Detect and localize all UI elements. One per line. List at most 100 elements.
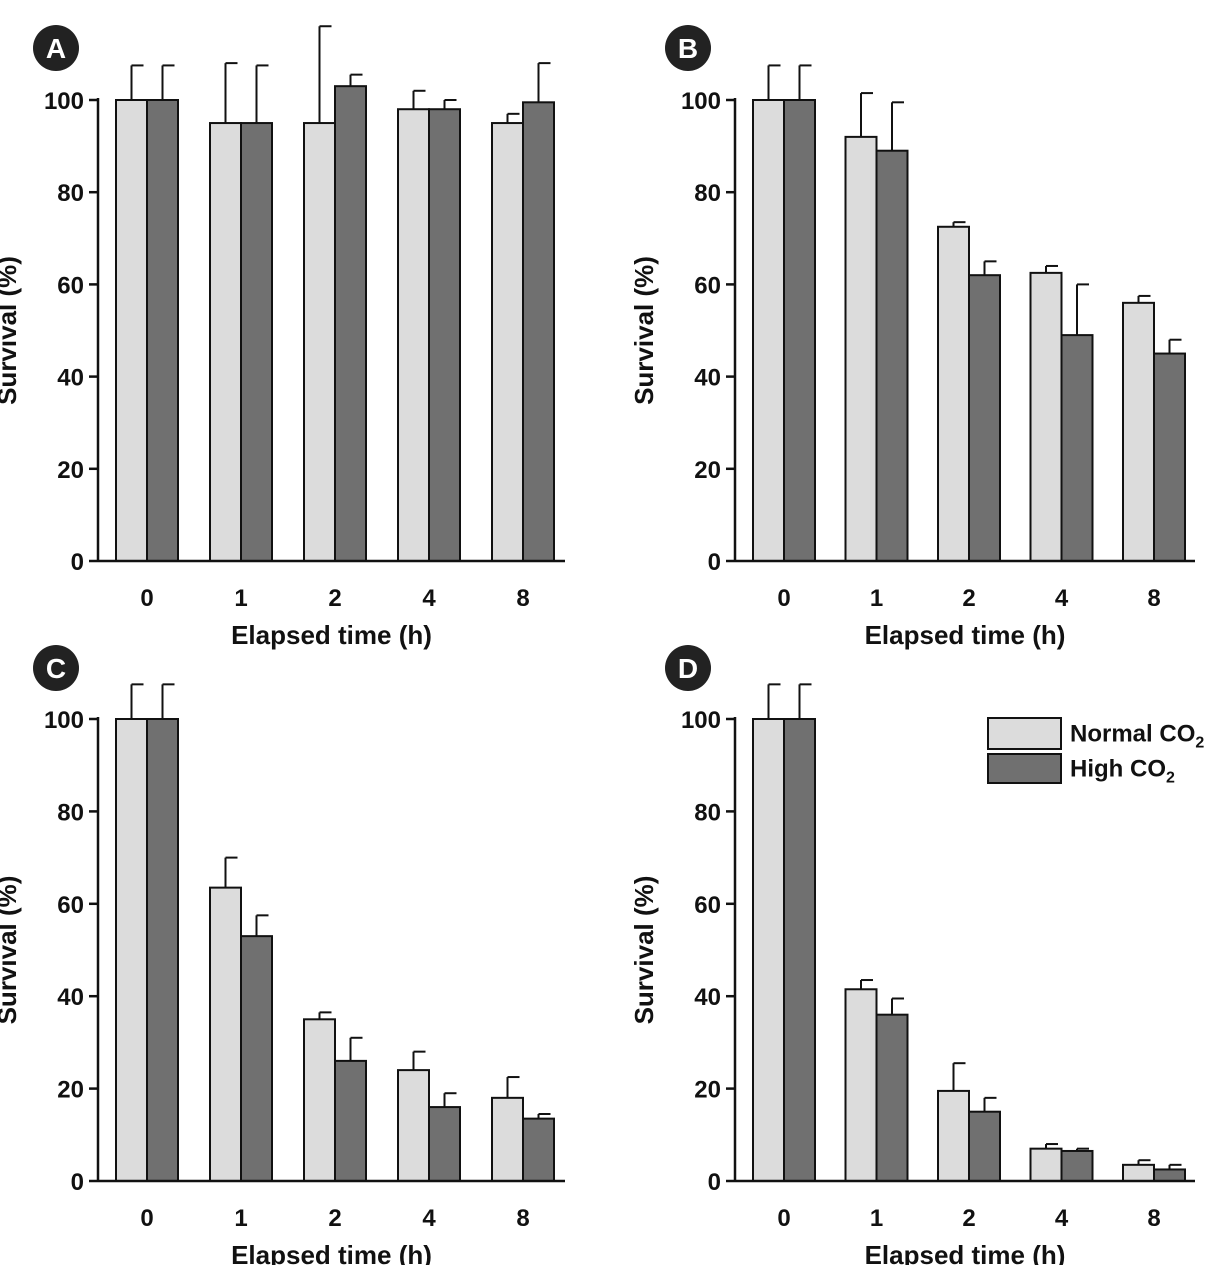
y-axis-title: Survival (%): [629, 256, 659, 405]
y-tick-label: 100: [44, 88, 84, 115]
legend-subscript: 2: [1195, 735, 1204, 752]
bar: [1122, 1163, 1155, 1182]
x-tick-label: 4: [1055, 1205, 1069, 1232]
panel-letter: D: [678, 653, 698, 684]
legend-swatch: [987, 717, 1062, 750]
y-tick-label: 0: [71, 549, 84, 576]
y-tick-label: 80: [694, 180, 721, 207]
x-tick-label: 1: [234, 1205, 247, 1232]
legend-swatch: [987, 753, 1062, 784]
bar: [1029, 1147, 1063, 1183]
legend-label: Normal CO2: [1070, 721, 1204, 752]
legend-subscript: 2: [1166, 770, 1175, 787]
bar: [491, 122, 524, 563]
bar: [937, 225, 970, 562]
y-tick-label: 40: [57, 365, 84, 392]
x-tick-label: 8: [1147, 585, 1160, 612]
bar: [875, 1013, 909, 1182]
bar: [783, 99, 816, 562]
bar: [783, 718, 816, 1182]
x-tick-label: 0: [777, 585, 790, 612]
x-tick-label: 2: [962, 1205, 975, 1232]
x-tick-label: 2: [962, 585, 975, 612]
x-axis-title: Elapsed time (h): [231, 1240, 432, 1265]
x-tick-label: 4: [422, 585, 436, 612]
x-tick-label: 1: [234, 585, 247, 612]
x-tick-label: 4: [422, 1205, 436, 1232]
y-tick-label: 0: [708, 549, 721, 576]
bar: [334, 1059, 367, 1183]
bar: [397, 1069, 430, 1182]
y-tick-label: 20: [57, 457, 84, 484]
bar: [115, 99, 148, 562]
y-tick-label: 20: [694, 457, 721, 484]
y-tick-label: 80: [57, 180, 84, 207]
legend: Normal CO2 High CO2: [987, 717, 1204, 787]
bar: [146, 718, 179, 1182]
bar: [875, 149, 909, 563]
panel-badge: [33, 25, 79, 71]
y-axis-title: Survival (%): [0, 876, 22, 1025]
bar: [334, 85, 367, 562]
bar: [240, 122, 273, 563]
legend-label: High CO2: [1070, 756, 1175, 787]
bar: [968, 1110, 1001, 1182]
panel-letter: B: [678, 33, 698, 64]
x-tick-label: 8: [516, 585, 529, 612]
x-axis-title: Elapsed time (h): [865, 620, 1066, 650]
y-tick-label: 40: [694, 984, 721, 1011]
y-tick-label: 80: [57, 799, 84, 826]
x-tick-label: 2: [328, 1205, 341, 1232]
y-tick-label: 100: [681, 707, 721, 734]
bar: [1060, 1149, 1094, 1182]
bar: [1153, 352, 1186, 562]
y-tick-label: 0: [71, 1169, 84, 1196]
panel-letter: C: [46, 653, 66, 684]
x-tick-label: 0: [140, 1205, 153, 1232]
y-tick-label: 100: [681, 88, 721, 115]
x-tick-label: 1: [870, 1205, 883, 1232]
x-axis-title: Elapsed time (h): [865, 1240, 1066, 1265]
y-tick-label: 100: [44, 707, 84, 734]
bar: [209, 886, 242, 1182]
bar: [1153, 1168, 1186, 1182]
bar: [397, 108, 430, 562]
panel-badge: [665, 25, 711, 71]
bar: [752, 718, 785, 1182]
x-tick-label: 8: [516, 1205, 529, 1232]
bar: [491, 1096, 524, 1182]
panel-letter: A: [46, 33, 66, 64]
bar: [303, 1018, 336, 1182]
bar: [1060, 334, 1094, 562]
y-tick-label: 20: [57, 1077, 84, 1104]
y-axis-title: Survival (%): [0, 256, 22, 405]
x-axis-title: Elapsed time (h): [231, 620, 432, 650]
bar: [1029, 271, 1063, 562]
y-tick-label: 0: [708, 1169, 721, 1196]
bar: [937, 1089, 970, 1183]
x-tick-label: 0: [140, 585, 153, 612]
x-tick-label: 0: [777, 1205, 790, 1232]
bar: [115, 718, 148, 1182]
y-tick-label: 40: [694, 365, 721, 392]
bar: [240, 935, 273, 1183]
bar: [752, 99, 785, 562]
y-tick-label: 60: [694, 272, 721, 299]
y-tick-label: 60: [57, 892, 84, 919]
panel-badge: [665, 645, 711, 691]
bar: [428, 1106, 461, 1182]
y-tick-label: 60: [57, 272, 84, 299]
bar: [522, 1117, 555, 1183]
x-tick-label: 1: [870, 585, 883, 612]
bar: [1122, 301, 1155, 562]
x-tick-label: 2: [328, 585, 341, 612]
x-tick-label: 4: [1055, 585, 1069, 612]
bar: [146, 99, 179, 562]
x-tick-label: 8: [1147, 1205, 1160, 1232]
bar: [844, 988, 878, 1183]
y-tick-label: 60: [694, 892, 721, 919]
